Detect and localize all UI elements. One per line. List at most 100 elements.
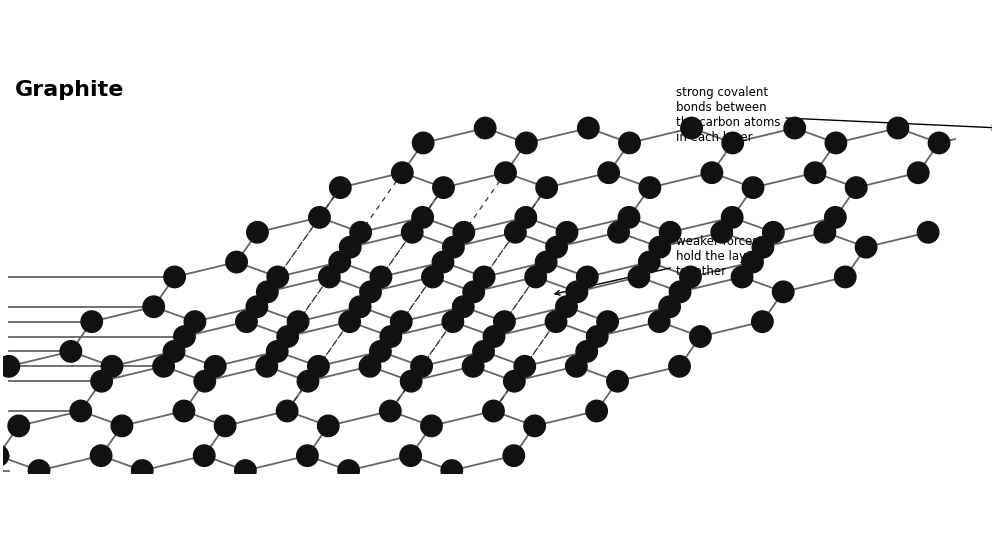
Circle shape [329,177,351,198]
Circle shape [463,281,484,302]
Circle shape [317,415,339,437]
Circle shape [607,371,628,392]
Circle shape [763,222,784,243]
Circle shape [246,296,268,318]
Circle shape [61,341,81,362]
Circle shape [608,222,629,243]
Circle shape [380,326,402,347]
Circle shape [214,415,236,437]
Circle shape [669,356,690,377]
Circle shape [256,356,278,377]
Circle shape [586,401,607,422]
Circle shape [339,236,361,258]
Circle shape [618,207,640,228]
Circle shape [329,251,350,273]
Circle shape [297,445,318,467]
Circle shape [649,236,671,258]
Circle shape [174,326,195,347]
Circle shape [370,341,391,362]
Text: weaker forces
hold the layers
together: weaker forces hold the layers together [556,235,765,295]
Circle shape [524,415,546,437]
Circle shape [153,356,175,377]
Circle shape [536,251,557,273]
Circle shape [670,281,690,302]
Circle shape [277,401,298,422]
Circle shape [503,445,525,467]
Circle shape [565,356,587,377]
Circle shape [402,222,423,243]
Circle shape [722,132,743,153]
Circle shape [752,236,774,258]
Circle shape [773,281,794,302]
Circle shape [473,341,494,362]
Circle shape [483,326,505,347]
Circle shape [505,222,526,243]
Circle shape [504,371,525,392]
Circle shape [908,162,929,183]
Circle shape [442,311,463,332]
Circle shape [70,401,91,422]
Circle shape [598,162,619,183]
Circle shape [401,371,422,392]
Circle shape [185,311,205,332]
Circle shape [814,222,835,243]
Circle shape [639,251,660,273]
Circle shape [267,266,289,288]
Circle shape [546,236,567,258]
Circle shape [701,162,722,183]
Circle shape [514,356,536,377]
Text: Graphite: Graphite [15,80,124,100]
Circle shape [824,207,846,228]
Circle shape [990,117,992,139]
Circle shape [452,296,474,318]
Circle shape [649,311,670,332]
Circle shape [784,117,806,139]
Circle shape [143,296,165,318]
Circle shape [731,266,753,288]
Circle shape [752,311,773,332]
Circle shape [473,266,495,288]
Circle shape [101,356,123,377]
Circle shape [308,356,329,377]
Circle shape [525,266,547,288]
Circle shape [359,356,381,377]
Circle shape [0,445,9,467]
Circle shape [226,251,247,273]
Circle shape [494,311,515,332]
Circle shape [721,207,743,228]
Circle shape [576,266,598,288]
Circle shape [350,222,371,243]
Circle shape [411,356,433,377]
Circle shape [557,222,577,243]
Circle shape [391,311,412,332]
Circle shape [887,117,909,139]
Circle shape [433,251,453,273]
Circle shape [338,460,359,481]
Circle shape [400,445,422,467]
Circle shape [825,132,846,153]
Circle shape [566,281,587,302]
Circle shape [349,296,371,318]
Circle shape [174,401,194,422]
Circle shape [805,162,825,183]
Circle shape [298,371,318,392]
Circle shape [29,460,50,481]
Circle shape [433,177,454,198]
Circle shape [339,311,360,332]
Circle shape [474,117,496,139]
Circle shape [556,296,577,318]
Circle shape [111,415,133,437]
Circle shape [483,401,504,422]
Circle shape [257,281,278,302]
Circle shape [90,445,112,467]
Circle shape [193,445,215,467]
Circle shape [309,207,330,228]
Circle shape [236,311,257,332]
Circle shape [318,266,340,288]
Circle shape [81,311,102,332]
Circle shape [711,222,732,243]
Circle shape [204,356,226,377]
Circle shape [164,266,186,288]
Circle shape [462,356,484,377]
Circle shape [681,117,702,139]
